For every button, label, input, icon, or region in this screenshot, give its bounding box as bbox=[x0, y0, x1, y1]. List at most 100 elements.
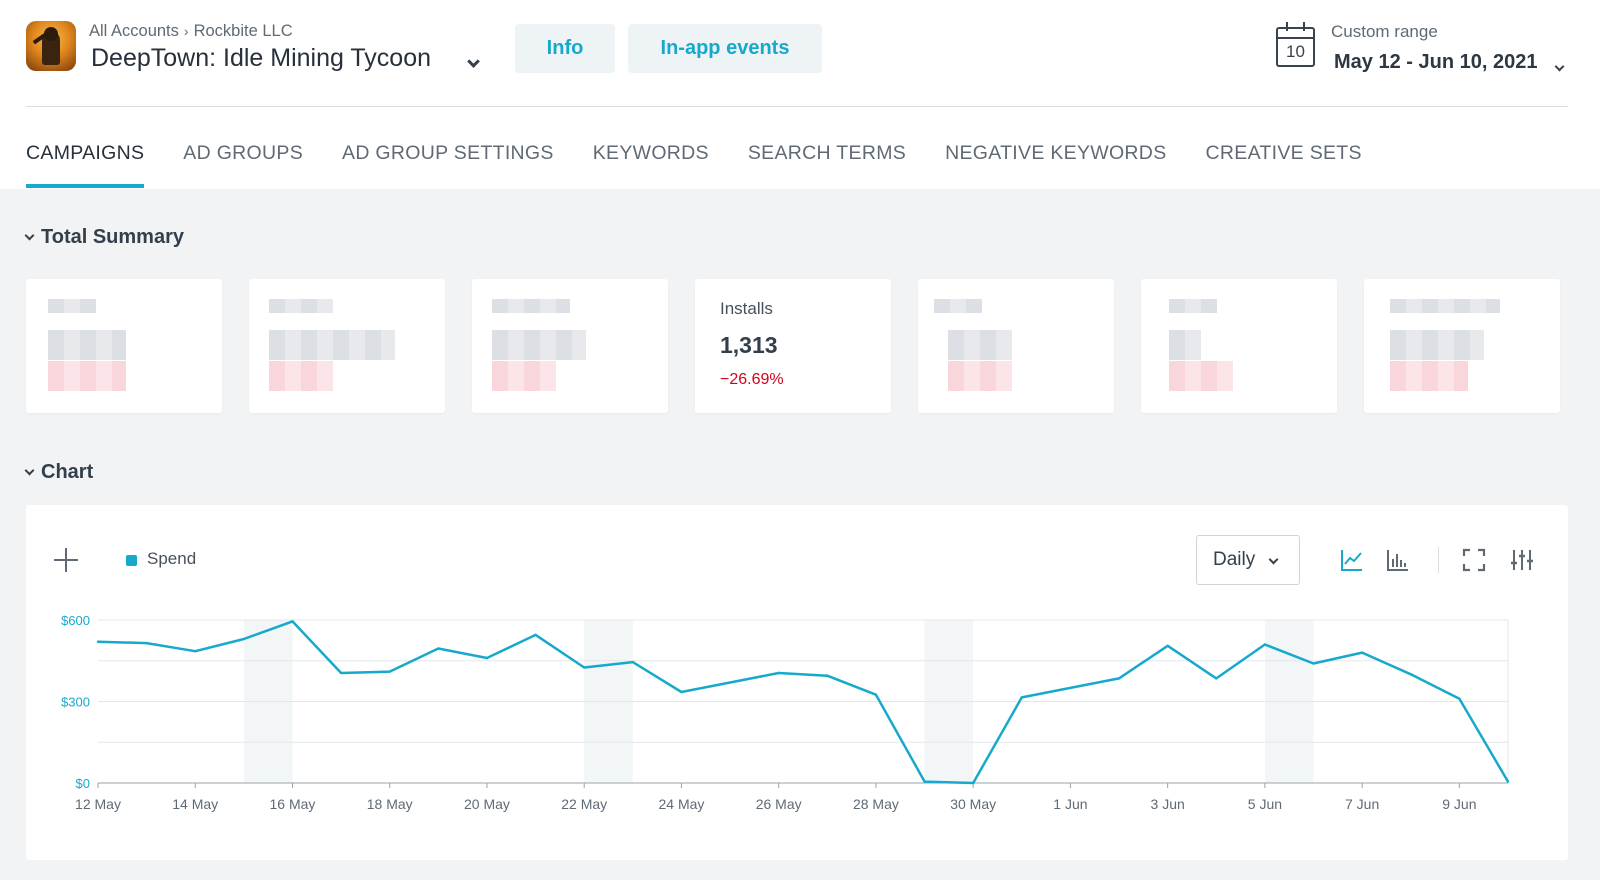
tab-campaigns[interactable]: CAMPAIGNS bbox=[26, 142, 145, 189]
date-range-picker[interactable]: May 12 - Jun 10, 2021 bbox=[1334, 51, 1538, 73]
settings-sliders-icon[interactable] bbox=[1509, 547, 1535, 573]
data-point bbox=[437, 647, 440, 650]
redacted-delta bbox=[269, 361, 333, 391]
metric-label: Installs bbox=[720, 299, 773, 318]
info-button[interactable]: Info bbox=[515, 24, 615, 73]
redacted-delta bbox=[948, 361, 1012, 391]
y-tick-label: $0 bbox=[76, 776, 90, 791]
breadcrumb-separator: › bbox=[183, 23, 189, 39]
redacted-delta bbox=[48, 361, 126, 391]
section-title: Total Summary bbox=[41, 226, 184, 248]
x-tick-label: 20 May bbox=[464, 796, 510, 812]
series-line-spend bbox=[97, 620, 1510, 785]
metric-card[interactable] bbox=[1364, 279, 1560, 413]
calendar-icon[interactable]: 10 bbox=[1276, 22, 1315, 67]
breadcrumb-all-accounts[interactable]: All Accounts bbox=[89, 22, 179, 40]
chart-section-toggle[interactable]: Chart bbox=[24, 461, 94, 484]
spend-line-chart: $600 $300 $0 12 May 14 May 16 May 18 May 20 May… bbox=[61, 613, 1510, 812]
x-tick-label: 5 Jun bbox=[1248, 796, 1282, 812]
data-point bbox=[1215, 677, 1218, 680]
redacted-label bbox=[934, 299, 982, 313]
redacted-label bbox=[269, 299, 333, 313]
metric-card[interactable] bbox=[1141, 279, 1337, 413]
data-point bbox=[1458, 697, 1461, 700]
data-point bbox=[1069, 686, 1072, 690]
redacted-label bbox=[1169, 299, 1217, 313]
data-point bbox=[1166, 644, 1169, 648]
fullscreen-icon[interactable] bbox=[1461, 547, 1487, 573]
chevron-down-icon[interactable] bbox=[467, 53, 480, 71]
x-tick-label: 24 May bbox=[658, 796, 704, 812]
data-point bbox=[534, 633, 537, 637]
legend-spend[interactable]: Spend bbox=[147, 549, 197, 568]
x-tick-label: 14 May bbox=[172, 796, 218, 812]
data-point bbox=[145, 641, 148, 645]
data-point bbox=[242, 637, 246, 641]
data-point bbox=[874, 693, 878, 696]
section-title: Chart bbox=[41, 461, 94, 483]
redacted-label bbox=[492, 299, 570, 313]
data-point bbox=[680, 690, 683, 694]
metric-card[interactable] bbox=[26, 279, 222, 413]
legend-swatch bbox=[126, 555, 137, 566]
x-tick-label: 28 May bbox=[853, 796, 899, 812]
metric-card[interactable] bbox=[918, 279, 1114, 413]
x-tick-label: 1 Jun bbox=[1053, 796, 1087, 812]
divider bbox=[26, 106, 1568, 107]
data-point bbox=[291, 620, 294, 623]
add-metric-icon[interactable] bbox=[54, 548, 78, 572]
tab-negative-keywords[interactable]: NEGATIVE KEYWORDS bbox=[945, 142, 1167, 164]
tab-ad-group-settings[interactable]: AD GROUP SETTINGS bbox=[342, 142, 554, 164]
data-point bbox=[1117, 677, 1121, 680]
redacted-label bbox=[1390, 299, 1500, 313]
x-tick-label: 22 May bbox=[561, 796, 607, 812]
data-point bbox=[1020, 696, 1023, 699]
x-tick-label: 9 Jun bbox=[1442, 796, 1476, 812]
x-tick-label: 30 May bbox=[950, 796, 996, 812]
tab-creative-sets[interactable]: CREATIVE SETS bbox=[1205, 142, 1362, 164]
data-point bbox=[631, 660, 635, 664]
app-icon bbox=[26, 21, 76, 71]
redacted-value bbox=[48, 330, 126, 360]
app-selector[interactable]: DeepTown: Idle Mining Tycoon bbox=[91, 44, 432, 72]
line-chart-icon[interactable] bbox=[1339, 547, 1365, 573]
data-point bbox=[339, 671, 343, 675]
redacted-value bbox=[948, 330, 1012, 360]
redacted-delta bbox=[492, 361, 556, 391]
bar-chart-icon[interactable] bbox=[1385, 547, 1411, 573]
metric-card[interactable] bbox=[472, 279, 668, 413]
redacted-delta bbox=[1169, 361, 1233, 391]
data-point bbox=[971, 781, 975, 785]
chevron-down-icon bbox=[24, 230, 35, 241]
chevron-down-icon bbox=[1268, 554, 1279, 565]
data-point bbox=[1360, 651, 1364, 654]
tab-ad-groups[interactable]: AD GROUPS bbox=[183, 142, 304, 164]
x-tick-label: 7 Jun bbox=[1345, 796, 1379, 812]
tab-bar: CAMPAIGNS AD GROUPS AD GROUP SETTINGS KE… bbox=[26, 142, 1401, 189]
redacted-label bbox=[48, 299, 96, 313]
total-summary-toggle[interactable]: Total Summary bbox=[24, 226, 184, 249]
metric-card-installs[interactable]: Installs 1,313 −26.69% bbox=[695, 279, 891, 413]
chevron-down-icon[interactable] bbox=[1554, 57, 1565, 75]
data-point bbox=[923, 780, 926, 783]
chevron-down-icon bbox=[24, 465, 35, 476]
granularity-select[interactable]: Daily bbox=[1196, 535, 1300, 585]
data-point bbox=[1263, 643, 1267, 646]
x-tick-label: 12 May bbox=[75, 796, 121, 812]
calendar-day: 10 bbox=[1286, 42, 1305, 61]
date-range-label: Custom range bbox=[1331, 22, 1438, 41]
header-bar: All Accounts › Rockbite LLC DeepTown: Idle… bbox=[0, 0, 1600, 189]
data-point bbox=[388, 670, 391, 673]
breadcrumb-org[interactable]: Rockbite LLC bbox=[193, 22, 293, 40]
x-tick-label: 26 May bbox=[756, 796, 802, 812]
data-point bbox=[1506, 780, 1510, 783]
tab-search-terms[interactable]: SEARCH TERMS bbox=[747, 142, 907, 164]
data-point bbox=[1312, 662, 1315, 665]
tab-keywords[interactable]: KEYWORDS bbox=[592, 142, 709, 164]
metric-delta: −26.69% bbox=[720, 371, 784, 388]
granularity-value: Daily bbox=[1213, 549, 1256, 570]
toolbar-divider bbox=[1438, 547, 1439, 573]
in-app-events-button[interactable]: In-app events bbox=[628, 24, 822, 73]
metric-card[interactable] bbox=[249, 279, 445, 413]
data-point bbox=[194, 650, 197, 653]
